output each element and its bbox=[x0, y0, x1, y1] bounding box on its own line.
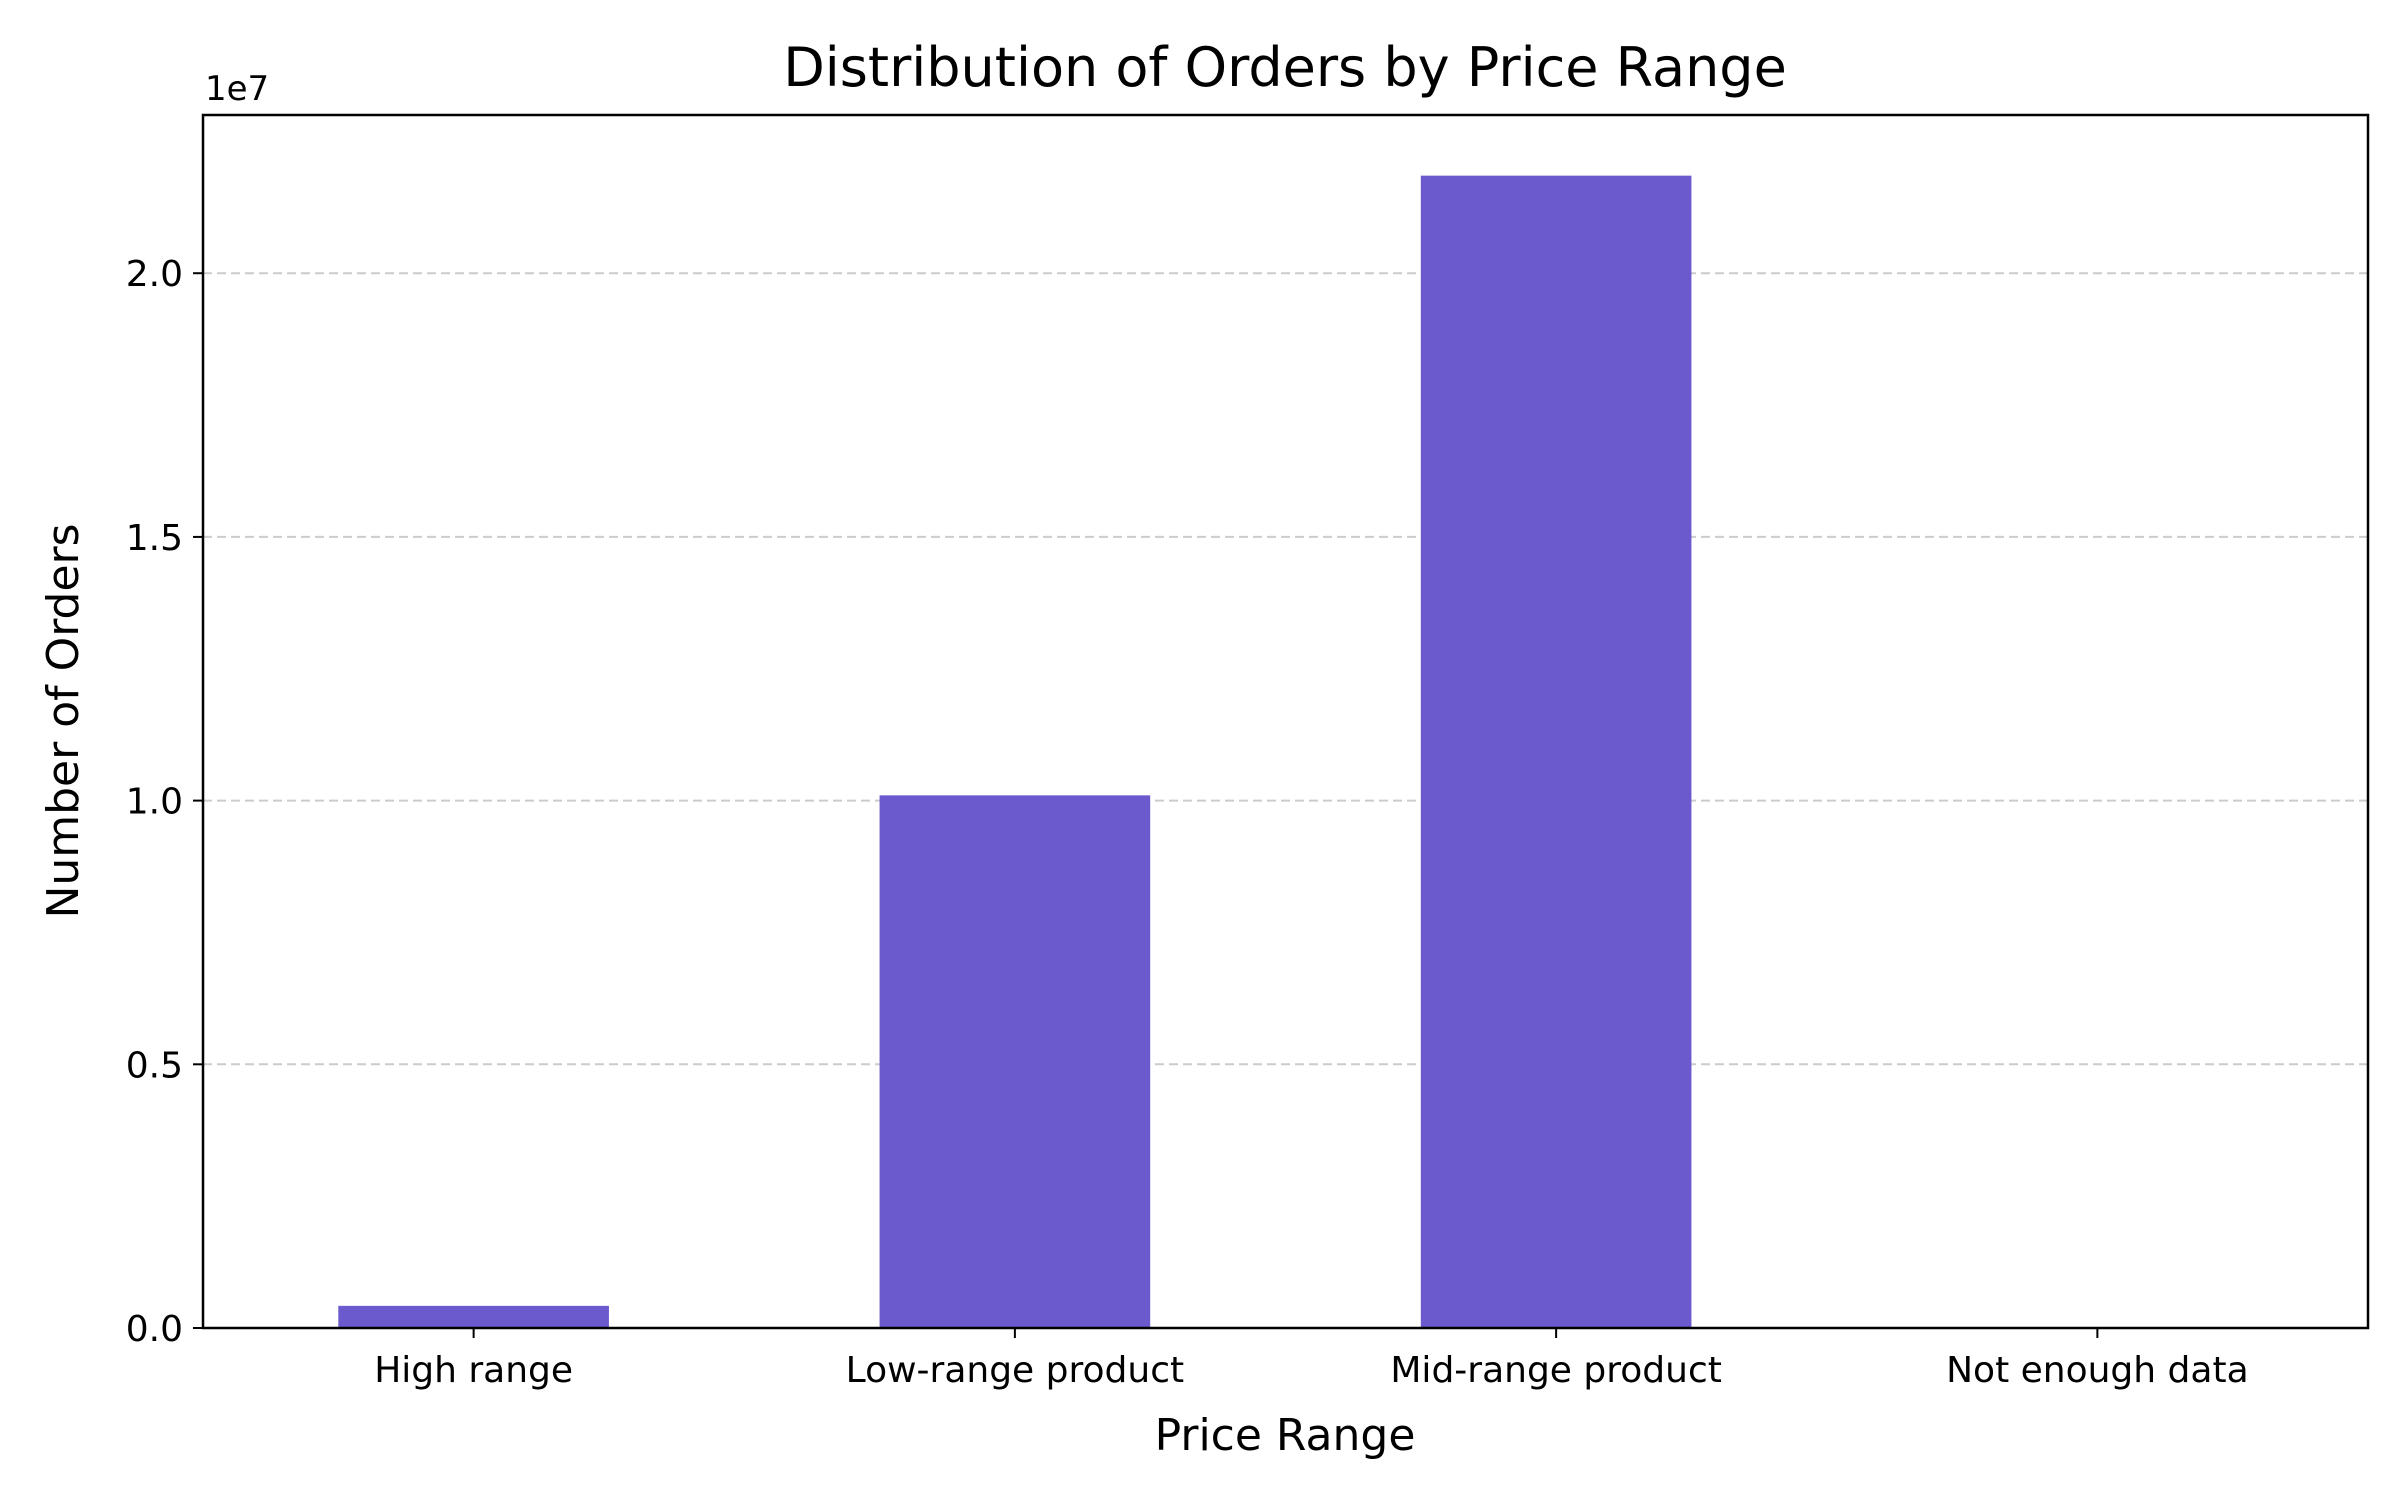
x-tick-label: Not enough data bbox=[1946, 1350, 2249, 1391]
y-axis-offset-label: 1e7 bbox=[205, 69, 269, 109]
x-axis-title: Price Range bbox=[1155, 1410, 1416, 1461]
y-tick-label: 2.0 bbox=[126, 254, 183, 295]
y-tick-label: 0.0 bbox=[126, 1309, 183, 1350]
gridlines bbox=[203, 272, 2368, 1066]
bar bbox=[338, 1305, 609, 1328]
bars bbox=[338, 175, 1692, 1328]
x-tick-label: Low-range product bbox=[846, 1350, 1184, 1391]
y-tick-label: 1.0 bbox=[126, 782, 183, 823]
bar bbox=[1420, 175, 1692, 1328]
axes: 0.0 0.5 1.0 1.5 2.0 High range Low-range produ… bbox=[126, 254, 2249, 1391]
y-axis-title: Number of Orders bbox=[38, 523, 89, 918]
plot-frame bbox=[201, 113, 2370, 1330]
bar bbox=[879, 795, 1151, 1328]
x-tick-label: Mid-range product bbox=[1390, 1350, 1722, 1391]
chart-title: Distribution of Orders by Price Range bbox=[783, 36, 1787, 99]
y-tick-label: 1.5 bbox=[126, 518, 183, 559]
x-tick-label: High range bbox=[374, 1350, 573, 1391]
y-tick-label: 0.5 bbox=[126, 1045, 183, 1086]
